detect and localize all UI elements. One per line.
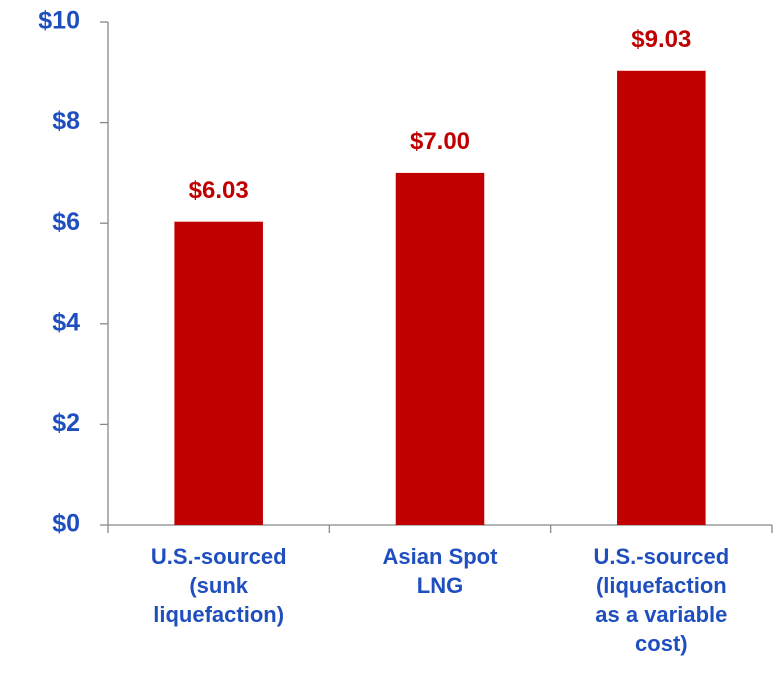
- x-tick-label: Asian Spot LNG: [383, 544, 499, 598]
- bar: [174, 221, 263, 526]
- y-tick-label: $10: [38, 7, 80, 35]
- y-tick-label: $0: [52, 510, 80, 538]
- bar: [395, 172, 485, 525]
- y-tick-label: $6: [52, 208, 80, 236]
- y-tick-label: $4: [52, 308, 80, 336]
- value-label: $6.03: [189, 177, 249, 204]
- value-label: $9.03: [631, 26, 691, 53]
- y-tick-label: $2: [52, 409, 80, 437]
- bar: [617, 70, 706, 525]
- y-tick-label: $8: [52, 107, 80, 135]
- x-tick-label: U.S.-sourced (liquefaction as a variable co…: [593, 544, 729, 656]
- value-label: $7.00: [410, 128, 470, 155]
- x-tick-label: U.S.-sourced (sunk liquefaction): [151, 544, 287, 627]
